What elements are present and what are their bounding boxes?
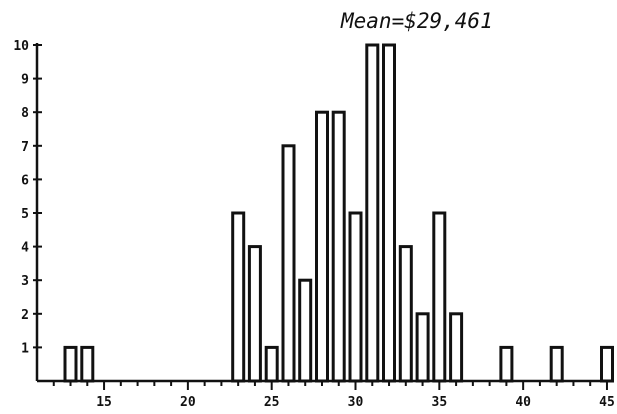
bar-29	[331, 110, 346, 383]
bar-28	[315, 110, 329, 383]
x-tick-label-25: 25	[264, 395, 280, 410]
chart-title: Mean=$29,461	[340, 9, 493, 33]
bar-25	[264, 345, 279, 383]
bar-27	[298, 278, 313, 383]
bar-34	[415, 312, 430, 383]
x-tick-label-45: 45	[599, 395, 615, 410]
x-tick-label-40: 40	[515, 395, 531, 410]
bar-23	[231, 211, 246, 383]
y-tick-label-10: 10	[13, 39, 29, 54]
bar-13	[63, 345, 78, 383]
x-tick-label-20: 20	[180, 395, 196, 410]
y-tick-label-3: 3	[21, 274, 29, 289]
bar-42	[549, 345, 564, 383]
bar-32	[382, 43, 396, 383]
y-tick-label-7: 7	[21, 140, 29, 155]
x-tick-label-35: 35	[432, 395, 448, 410]
bar-36	[449, 312, 464, 383]
y-tick-label-5: 5	[21, 207, 29, 222]
y-tick-label-2: 2	[21, 308, 29, 323]
y-tick-label-4: 4	[21, 241, 29, 256]
bar-39	[499, 345, 514, 383]
y-tick-label-1: 1	[21, 341, 29, 356]
bar-14	[80, 345, 95, 383]
bar-24	[247, 245, 262, 383]
bar-30	[348, 211, 363, 383]
y-tick-label-6: 6	[21, 173, 29, 188]
bar-31	[365, 43, 380, 383]
bar-26	[281, 144, 296, 383]
bars-layer	[63, 43, 614, 383]
y-tick-label-9: 9	[21, 73, 29, 88]
bar-35	[432, 211, 447, 383]
bar-45	[600, 345, 614, 383]
x-tick-label-15: 15	[96, 395, 112, 410]
bar-33	[398, 245, 413, 383]
x-tick-label-30: 30	[348, 395, 364, 410]
y-tick-label-8: 8	[21, 106, 29, 121]
